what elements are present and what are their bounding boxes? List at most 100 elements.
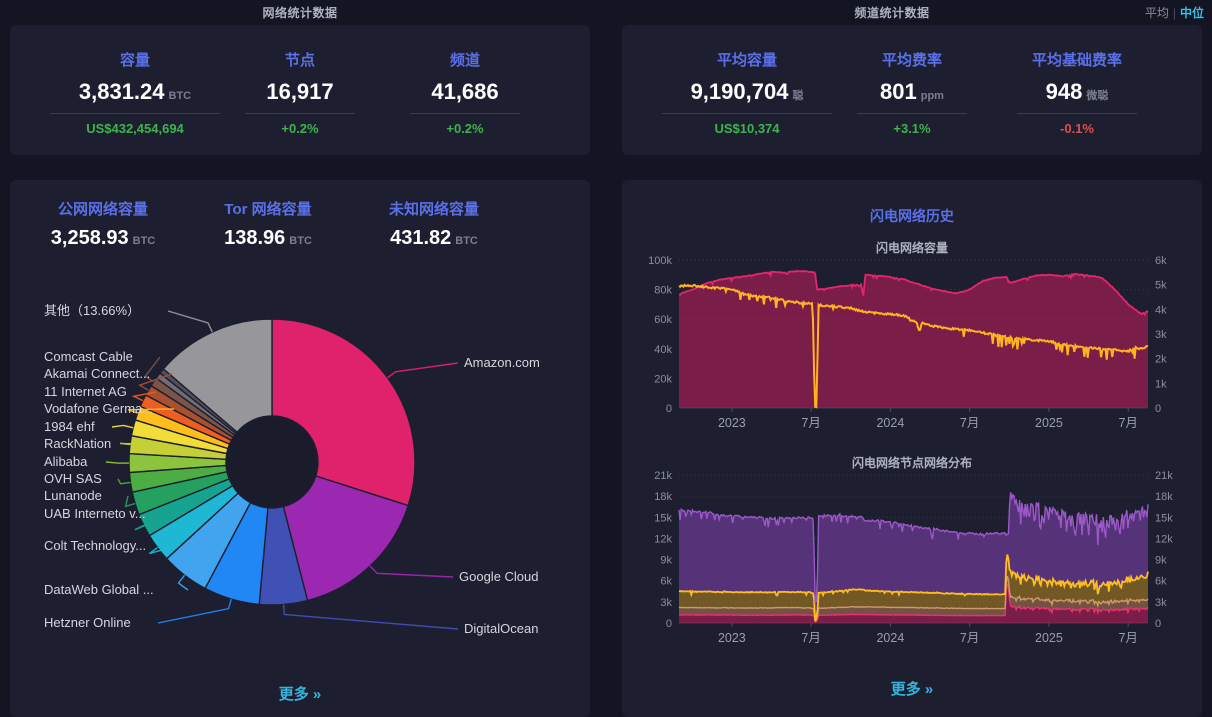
pie-label-colt[interactable]: Colt Technology... (44, 538, 147, 553)
unknown-capacity-value: 431.82 (390, 227, 452, 249)
svg-text:0: 0 (666, 618, 672, 630)
pie-label-lunanode[interactable]: Lunanode (44, 488, 102, 503)
svg-text:21k: 21k (1155, 470, 1173, 482)
toggle-option-average[interactable]: 平均 (1144, 6, 1169, 20)
svg-text:100k: 100k (648, 255, 672, 267)
avg-feerate-change: +3.1% (893, 121, 931, 136)
svg-text:2024: 2024 (876, 631, 904, 645)
clearnet-capacity-title: 公网网络容量 (57, 201, 148, 218)
tor-capacity-unit: BTC (289, 235, 312, 247)
svg-text:18k: 18k (1155, 491, 1173, 503)
history-title: 闪电网络历史 (870, 208, 954, 224)
isp-donut-chart[interactable] (10, 180, 590, 717)
network-stats-header: 网络统计数据 (262, 6, 338, 20)
svg-text:18k: 18k (654, 491, 672, 503)
pie-label-akamai[interactable]: Akamai Connect... (44, 366, 151, 381)
pie-label-comcast[interactable]: Comcast Cable (44, 349, 133, 364)
pie-label-uab[interactable]: UAB Interneto v... (44, 506, 146, 521)
capacity-value: 3,831.24 (78, 79, 165, 104)
divider (50, 113, 220, 114)
svg-text:7月: 7月 (960, 631, 979, 645)
clearnet-capacity-stat: 公网网络容量 3,258.93 BTC (51, 198, 155, 250)
divider (857, 113, 967, 114)
avg-capacity-stat: 平均容量 9,190,704 聪 US$10,374 (662, 49, 832, 136)
avg-feerate-title: 平均费率 (881, 52, 942, 69)
svg-text:15k: 15k (654, 512, 672, 524)
channel-stats-header: 频道统计数据 (854, 6, 930, 20)
tor-capacity-title: Tor 网络容量 (224, 201, 312, 218)
history-more-link[interactable]: 更多 » (890, 681, 934, 698)
svg-text:60k: 60k (654, 314, 672, 326)
svg-text:6k: 6k (1155, 255, 1167, 267)
avg-capacity-usd: US$10,374 (714, 121, 780, 136)
pie-label-amazon[interactable]: Amazon.com (464, 355, 540, 370)
pie-label-hetzner[interactable]: Hetzner Online (44, 615, 131, 630)
pie-label-googlecloud[interactable]: Google Cloud (459, 569, 539, 584)
toggle-option-median[interactable]: 中位 (1179, 6, 1204, 20)
unknown-capacity-unit: BTC (455, 235, 478, 247)
avg-feerate-stat: 平均费率 801 ppm +3.1% (857, 49, 967, 136)
capacity-unit: BTC (168, 90, 192, 102)
avg-basefee-change: -0.1% (1060, 121, 1094, 136)
svg-text:3k: 3k (1155, 329, 1167, 341)
svg-text:7月: 7月 (801, 416, 820, 430)
unknown-capacity-stat: 未知网络容量 431.82 BTC (389, 198, 479, 250)
pie-label-vodafone[interactable]: Vodafone Germa... (44, 401, 154, 416)
pie-label-racknation[interactable]: RackNation (44, 436, 112, 451)
pie-label-digitalocean[interactable]: DigitalOcean (464, 621, 539, 636)
isp-capacity-panel: 公网网络容量 3,258.93 BTC Tor 网络容量 138.96 BTC 未知… (10, 180, 590, 717)
capacity-stat: 容量 3,831.24 BTC US$432,454,694 (50, 49, 220, 136)
svg-text:12k: 12k (654, 533, 672, 545)
svg-text:2025: 2025 (1035, 631, 1063, 645)
pie-label-alibaba[interactable]: Alibaba (44, 454, 88, 469)
divider (662, 113, 832, 114)
pie-label-other[interactable]: 其他（13.66%） (44, 303, 141, 318)
svg-text:4k: 4k (1155, 304, 1167, 316)
nodes-value: 16,917 (266, 79, 334, 104)
svg-text:7月: 7月 (1118, 631, 1137, 645)
avg-basefee-stat: 平均基础费率 948 微聪 -0.1% (1017, 49, 1137, 136)
svg-text:0: 0 (1155, 618, 1161, 630)
svg-text:15k: 15k (1155, 512, 1173, 524)
svg-text:6k: 6k (660, 576, 672, 588)
nodes-change: +0.2% (281, 121, 319, 136)
svg-text:2025: 2025 (1035, 416, 1063, 430)
pie-label-ovh[interactable]: OVH SAS (44, 471, 102, 486)
svg-text:0: 0 (666, 403, 672, 415)
avg-capacity-value: 9,190,704 (690, 79, 789, 104)
capacity-usd: US$432,454,694 (86, 121, 184, 136)
svg-text:7月: 7月 (1118, 416, 1137, 430)
network-stats-card: 容量 3,831.24 BTC US$432,454,694 节点 16,917 … (10, 25, 590, 155)
divider (245, 113, 355, 114)
pie-label-1984ehf[interactable]: 1984 ehf (44, 419, 95, 434)
svg-text:3k: 3k (1155, 597, 1167, 609)
tor-capacity-value: 138.96 (224, 227, 286, 249)
toggle-separator: | (1172, 6, 1176, 20)
divider (1017, 113, 1137, 114)
pie-label-dataweb[interactable]: DataWeb Global ... (44, 582, 154, 597)
svg-text:7月: 7月 (960, 416, 979, 430)
svg-text:5k: 5k (1155, 280, 1167, 292)
average-median-toggle: 平均 | 中位 (1145, 4, 1204, 21)
channels-title: 频道 (449, 52, 480, 69)
svg-text:9k: 9k (660, 555, 672, 567)
clearnet-capacity-value: 3,258.93 (50, 227, 129, 249)
channels-stat: 频道 41,686 +0.2% (410, 49, 520, 136)
svg-text:1k: 1k (1155, 378, 1167, 390)
pie-label-11internet[interactable]: 11 Internet AG (44, 384, 127, 399)
avg-basefee-unit: 微聪 (1086, 90, 1109, 102)
svg-text:12k: 12k (1155, 533, 1173, 545)
svg-text:2024: 2024 (876, 416, 904, 430)
svg-text:2023: 2023 (718, 416, 746, 430)
unknown-capacity-title: 未知网络容量 (388, 201, 480, 218)
capacity-title: 容量 (119, 52, 150, 69)
svg-text:20k: 20k (654, 373, 672, 385)
channels-value: 41,686 (431, 79, 499, 104)
nodes-chart-title: 闪电网络节点网络分布 (851, 456, 972, 470)
avg-capacity-title: 平均容量 (716, 52, 777, 69)
nodes-stat: 节点 16,917 +0.2% (245, 49, 355, 136)
svg-text:21k: 21k (654, 470, 672, 482)
history-charts[interactable]: 0 20k 40k 60k 80k 100k 0 1k 2k 3k 4k 5k 6k 2023 7月 2024… (622, 180, 1202, 717)
tor-capacity-stat: Tor 网络容量 138.96 BTC (224, 198, 312, 250)
isp-more-link[interactable]: 更多 » (278, 686, 322, 703)
